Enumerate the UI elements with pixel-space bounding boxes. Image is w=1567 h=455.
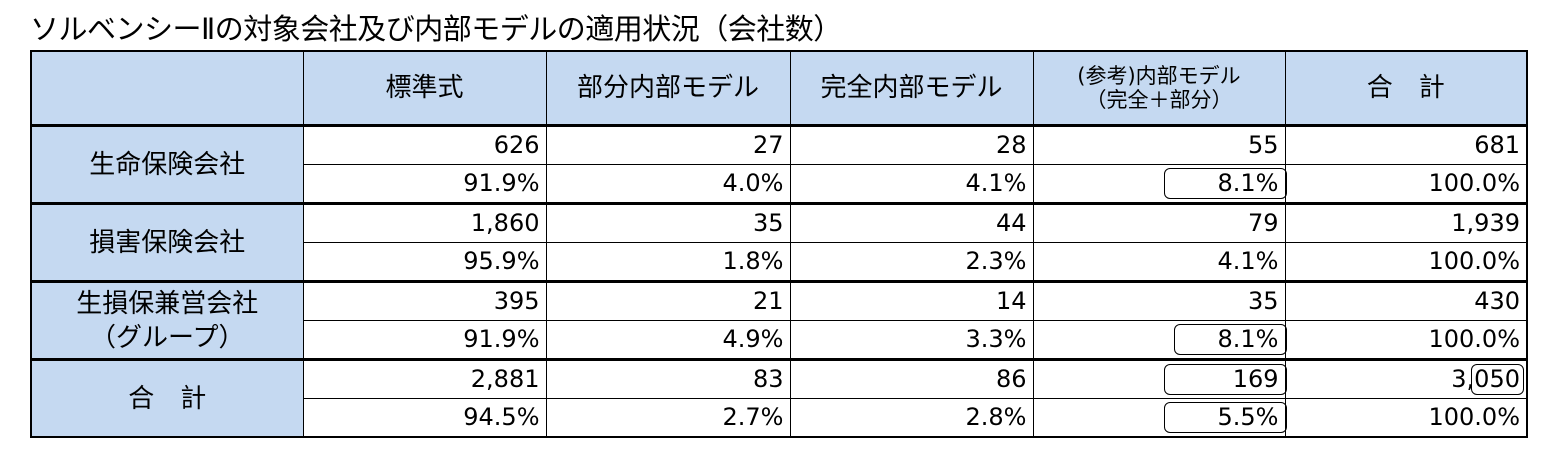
table-row: 生損保兼営会社 （グループ） 395 21 14 35 430: [30, 280, 1528, 360]
count-cell: 79: [1032, 202, 1286, 243]
table-row: 91.9% 4.9% 3.3% 8.1% 100.0%: [31, 320, 1528, 360]
table-row: 94.5% 2.7% 2.8% 5.5% 100.0%: [31, 398, 1528, 438]
count-cell-circled: 169: [1032, 358, 1287, 399]
percent-cell: 91.9%: [302, 164, 547, 204]
table-title: ソルベンシーⅡの対象会社及び内部モデルの適用状況（会社数）: [30, 12, 842, 46]
corner-cell: [30, 50, 304, 126]
percent-cell: 94.5%: [302, 398, 547, 438]
count-cell: 35: [545, 202, 791, 243]
header-internal-model-line2: （完全＋部分）: [1085, 88, 1233, 112]
count-cell: 430: [1284, 280, 1528, 321]
header-internal-model-reference: (参考)内部モデル （完全＋部分）: [1032, 50, 1286, 126]
percent-cell-circled: 5.5%: [1032, 398, 1287, 438]
count-cell: 21: [545, 280, 791, 321]
count-cell-circled: 3,050: [1284, 358, 1528, 399]
count-cell: 35: [1032, 280, 1286, 321]
count-cell: 83: [545, 358, 791, 399]
percent-cell: 95.9%: [302, 242, 547, 282]
row-label-total: 合 計: [30, 358, 304, 438]
header-row: 標準式 部分内部モデル 完全内部モデル (参考)内部モデル （完全＋部分） 合 …: [30, 50, 1528, 126]
percent-cell: 1.8%: [545, 242, 791, 282]
table-row: 損害保険会社 1,860 35 44 79 1,939: [30, 202, 1528, 282]
row-label-life: 生命保険会社: [30, 124, 304, 204]
percent-cell: 4.9%: [545, 320, 791, 360]
percent-cell: 100.0%: [1284, 398, 1528, 438]
table-row: 合 計 2,881 83 86 169 3,050: [30, 358, 1528, 438]
row-label-nonlife: 損害保険会社: [30, 202, 304, 282]
count-cell: 55: [1032, 124, 1286, 165]
header-standard-formula: 標準式: [302, 50, 547, 126]
percent-cell: 100.0%: [1284, 242, 1528, 282]
count-cell: 1,939: [1284, 202, 1528, 243]
percent-cell: 2.8%: [789, 398, 1034, 438]
header-full-internal-model: 完全内部モデル: [789, 50, 1034, 126]
count-cell: 27: [545, 124, 791, 165]
percent-cell-circled: 8.1%: [1032, 164, 1287, 204]
count-cell: 2,881: [302, 358, 547, 399]
percent-cell: 2.7%: [545, 398, 791, 438]
percent-cell-circled: 8.1%: [1032, 320, 1287, 360]
percent-cell: 100.0%: [1284, 164, 1528, 204]
row-label-composite: 生損保兼営会社 （グループ）: [30, 280, 304, 360]
percent-cell: 4.0%: [545, 164, 791, 204]
header-partial-internal-model: 部分内部モデル: [545, 50, 791, 126]
count-cell: 681: [1284, 124, 1528, 165]
percent-cell: 100.0%: [1284, 320, 1528, 360]
count-cell: 28: [789, 124, 1034, 165]
percent-cell: 4.1%: [789, 164, 1034, 204]
percent-cell: 3.3%: [789, 320, 1034, 360]
count-cell: 395: [302, 280, 547, 321]
percent-cell: 4.1%: [1032, 242, 1286, 282]
header-internal-model-line1: (参考)内部モデル: [1077, 64, 1241, 88]
percent-cell: 2.3%: [789, 242, 1034, 282]
table-row: 生命保険会社 626 27 28 55 681: [30, 124, 1528, 204]
header-total: 合 計: [1284, 50, 1528, 126]
count-cell: 626: [302, 124, 547, 165]
count-cell: 1,860: [302, 202, 547, 243]
percent-cell: 91.9%: [302, 320, 547, 360]
count-cell: 14: [789, 280, 1034, 321]
insurance-model-table: 標準式 部分内部モデル 完全内部モデル (参考)内部モデル （完全＋部分） 合 …: [30, 50, 1528, 438]
count-cell: 44: [789, 202, 1034, 243]
count-cell: 86: [789, 358, 1034, 399]
